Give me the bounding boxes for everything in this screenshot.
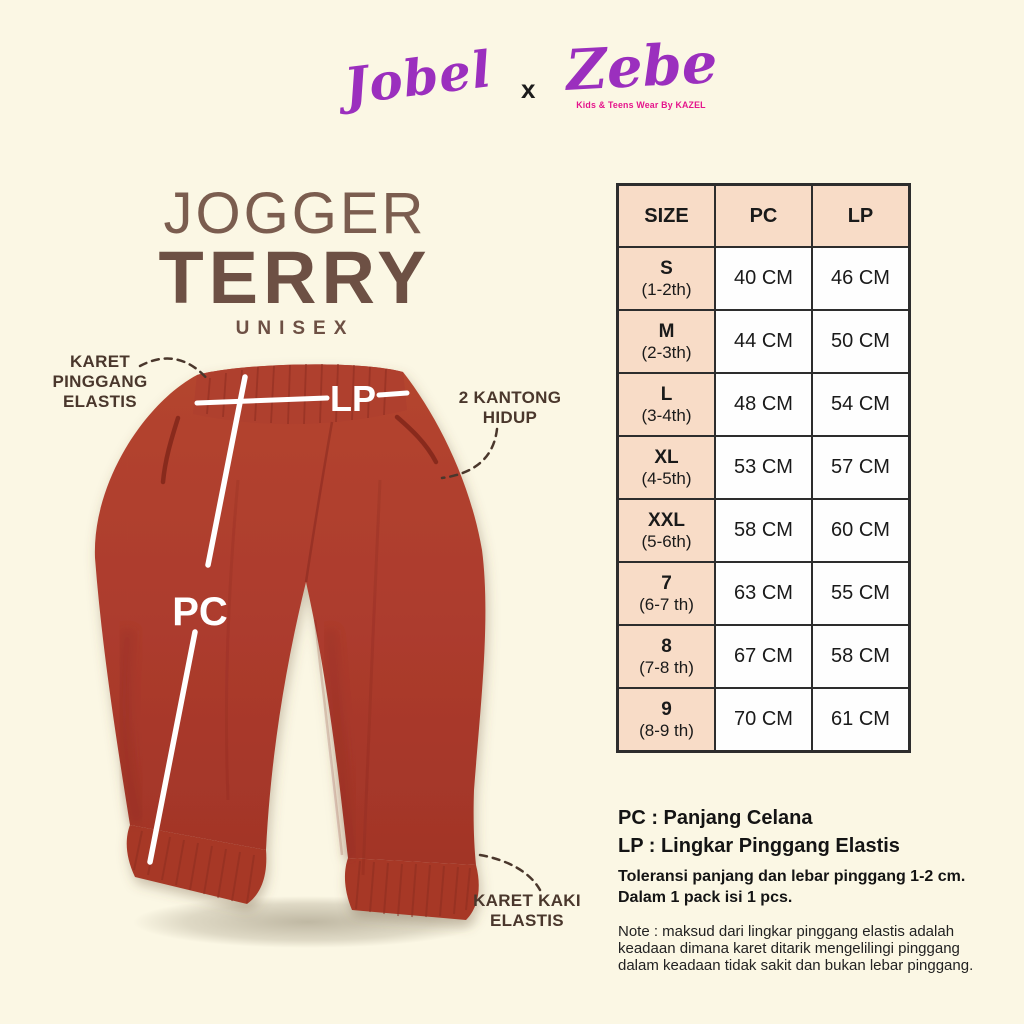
size-cell: XXL (5-6th) [616, 498, 716, 563]
legend-pc: PC : Panjang Celana [618, 807, 813, 829]
legend-tolerance: Toleransi panjang dan lebar pinggang 1-2… [618, 868, 966, 885]
pockets-annotation-line2: HIDUP [482, 408, 538, 427]
waist-leader [138, 357, 211, 383]
right-pocket-slit [394, 414, 439, 465]
legend-block: PC : Panjang Celana LP : Lingkar Pinggan… [618, 804, 1010, 974]
table-row: XXL (5-6th) 58 CM 60 CM [616, 498, 911, 563]
size-label: 7 [661, 572, 672, 594]
pockets-annotation: 2 KANTONG HIDUP [450, 388, 570, 428]
legend-note: Note : maksud dari lingkar pinggang elas… [618, 923, 974, 974]
column-header-size: SIZE [616, 183, 716, 248]
table-row: L (3-4th) 48 CM 54 CM [616, 372, 911, 437]
brand-jobel-logo: Jobel [341, 39, 495, 116]
age-range: (6-7 th) [639, 594, 694, 614]
size-cell: XL (4-5th) [616, 435, 716, 500]
pc-measure-label: PC [172, 590, 228, 634]
age-range: (1-2th) [641, 279, 692, 299]
pc-value: 70 CM [714, 687, 813, 753]
table-row: M (2-3th) 44 CM 50 CM [616, 309, 911, 374]
waist-annotation-line3: ELASTIS [63, 392, 137, 411]
ankle-leader [478, 853, 542, 892]
pc-value: 63 CM [714, 561, 813, 626]
table-row: 8 (7-8 th) 67 CM 58 CM [616, 624, 911, 689]
product-title-line2: TERRY [158, 236, 432, 319]
lp-value: 55 CM [811, 561, 911, 626]
lp-measure-label: LP [330, 378, 376, 419]
legend-pack: Dalam 1 pack isi 1 pcs. [618, 889, 793, 906]
pc-value: 40 CM [714, 246, 813, 311]
annotation-leader-lines [138, 357, 542, 892]
pocket-leader [440, 427, 499, 480]
ankle-annotation-line1: KARET KAKI [473, 891, 581, 910]
lp-value: 50 CM [811, 309, 911, 374]
waist-annotation-line2: PINGGANG [52, 372, 148, 391]
lp-measure-line [194, 390, 410, 406]
size-label: S [660, 257, 673, 279]
age-range: (7-8 th) [639, 657, 694, 677]
age-range: (3-4th) [641, 405, 692, 425]
waist-annotation-line1: KARET [69, 352, 131, 371]
left-pocket-slit [160, 415, 181, 485]
lp-value: 46 CM [811, 246, 911, 311]
table-row: 7 (6-7 th) 63 CM 55 CM [616, 561, 911, 626]
size-cell: 9 (8-9 th) [616, 687, 716, 753]
size-label: 9 [661, 698, 672, 720]
lp-value: 57 CM [811, 435, 911, 500]
table-row: S (1-2th) 40 CM 46 CM [616, 246, 911, 311]
table-row: XL (4-5th) 53 CM 57 CM [616, 435, 911, 500]
size-label: XL [654, 446, 679, 468]
size-cell: M (2-3th) [616, 309, 716, 374]
pc-value: 58 CM [714, 498, 813, 563]
age-range: (8-9 th) [639, 720, 694, 740]
brand-zebe-logo: Zebe [564, 30, 719, 104]
jogger-pants-illustration: LP PC [94, 357, 542, 948]
pc-value: 67 CM [714, 624, 813, 689]
size-cell: L (3-4th) [616, 372, 716, 437]
column-header-pc: PC [714, 183, 813, 248]
size-table-header-row: SIZE PC LP [616, 183, 911, 248]
lp-value: 60 CM [811, 498, 911, 563]
pc-value: 48 CM [714, 372, 813, 437]
brand-zebe-lockup: Zebe Kids & Teens Wear By KAZEL [564, 30, 719, 110]
size-table: SIZE PC LP S (1-2th) 40 CM 46 CM M (2-3t… [616, 183, 911, 753]
pc-measure-line [147, 374, 248, 865]
size-label: L [660, 383, 673, 405]
ankle-annotation-line2: ELASTIS [490, 911, 564, 930]
waist-elastic-annotation: KARET PINGGANG ELASTIS [40, 352, 160, 412]
lp-value: 54 CM [811, 372, 911, 437]
ankle-elastic-annotation: KARET KAKI ELASTIS [464, 891, 590, 931]
lp-value: 58 CM [811, 624, 911, 689]
pockets-annotation-line1: 2 KANTONG [458, 388, 562, 407]
measurement-lines [147, 374, 410, 865]
column-header-lp: LP [811, 183, 911, 248]
product-title: JOGGER TERRY UNISEX [100, 184, 490, 340]
size-cell: 8 (7-8 th) [616, 624, 716, 689]
table-row: 9 (8-9 th) 70 CM 61 CM [616, 687, 911, 753]
size-cell: 7 (6-7 th) [616, 561, 716, 626]
age-range: (4-5th) [641, 468, 692, 488]
collab-x-mark: x [521, 74, 536, 104]
size-label: 8 [661, 635, 672, 657]
lp-value: 61 CM [811, 687, 911, 753]
size-cell: S (1-2th) [616, 246, 716, 311]
age-range: (5-6th) [641, 531, 692, 551]
pc-value: 44 CM [714, 309, 813, 374]
product-title-unisex: UNISEX [235, 318, 355, 339]
legend-lp: LP : Lingkar Pinggang Elastis [618, 835, 900, 857]
brand-zebe-tagline: Kids & Teens Wear By KAZEL [576, 100, 706, 110]
pc-value: 53 CM [714, 435, 813, 500]
pants-body [94, 363, 486, 920]
size-label: M [658, 320, 675, 342]
product-title-line1: JOGGER [163, 181, 427, 246]
size-label: XXL [648, 509, 685, 531]
age-range: (2-3th) [641, 342, 692, 362]
